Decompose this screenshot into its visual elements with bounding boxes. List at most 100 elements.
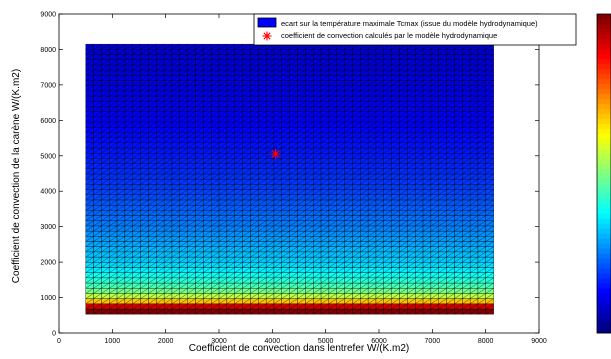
surface-cell-diagonal	[179, 64, 188, 71]
surface-cell-diagonal	[187, 111, 196, 117]
surface-cell-diagonal	[320, 194, 329, 201]
surface-cell-diagonal	[124, 303, 133, 310]
surface-cell-diagonal	[422, 241, 431, 247]
surface-cell-diagonal	[273, 251, 282, 258]
surface-cell-diagonal	[156, 277, 165, 284]
surface-cell-diagonal	[258, 168, 267, 175]
surface-cell-diagonal	[430, 69, 439, 76]
surface-cell-diagonal	[85, 230, 94, 237]
surface-cell-diagonal	[164, 199, 173, 206]
surface-cell-diagonal	[116, 272, 125, 279]
surface-cell-diagonal	[85, 168, 94, 175]
surface-cell-diagonal	[164, 204, 173, 211]
surface-cell-diagonal	[140, 210, 149, 216]
surface-cell-diagonal	[148, 220, 157, 227]
surface-cell-diagonal	[344, 179, 353, 185]
surface-cell-diagonal	[93, 288, 102, 294]
surface-cell-diagonal	[305, 215, 314, 221]
surface-cell-diagonal	[368, 236, 377, 242]
surface-cell-diagonal	[485, 132, 494, 138]
surface-cell-diagonal	[360, 256, 369, 263]
surface-cell-diagonal	[164, 256, 173, 263]
surface-cell-diagonal	[415, 194, 424, 201]
surface-cell-diagonal	[258, 225, 267, 232]
surface-cell-diagonal	[485, 153, 494, 159]
surface-cell-diagonal	[281, 293, 290, 299]
surface-cell-diagonal	[109, 95, 118, 102]
surface-cell-diagonal	[336, 179, 345, 185]
surface-cell-diagonal	[258, 90, 267, 97]
surface-cell-diagonal	[305, 267, 314, 273]
surface-cell-diagonal	[415, 163, 424, 169]
surface-cell-diagonal	[399, 85, 408, 92]
surface-cell-diagonal	[375, 215, 384, 221]
surface-cell-diagonal	[289, 173, 298, 180]
surface-cell-diagonal	[313, 267, 322, 273]
surface-cell-diagonal	[195, 293, 204, 299]
surface-cell-diagonal	[399, 158, 408, 164]
surface-cell-diagonal	[313, 116, 322, 123]
surface-cell-diagonal	[438, 210, 447, 216]
surface-cell-diagonal	[438, 69, 447, 76]
surface-cell-diagonal	[344, 293, 353, 299]
surface-cell-diagonal	[305, 106, 314, 112]
surface-cell-diagonal	[250, 168, 259, 175]
surface-cell-diagonal	[430, 189, 439, 195]
surface-cell-diagonal	[273, 272, 282, 279]
surface-cell-diagonal	[101, 308, 110, 315]
surface-cell-diagonal	[462, 230, 471, 237]
surface-cell-diagonal	[477, 147, 486, 154]
surface-cell-diagonal	[407, 85, 416, 92]
surface-cell-diagonal	[383, 210, 392, 216]
surface-cell-diagonal	[226, 303, 235, 310]
surface-cell-diagonal	[148, 256, 157, 263]
surface-cell-diagonal	[234, 293, 243, 299]
surface-cell-diagonal	[446, 153, 455, 159]
surface-cell-diagonal	[101, 282, 110, 289]
surface-cell-diagonal	[132, 210, 141, 216]
surface-cell-diagonal	[430, 90, 439, 97]
surface-cell-diagonal	[164, 153, 173, 159]
surface-cell-diagonal	[438, 251, 447, 258]
surface-cell-diagonal	[438, 85, 447, 92]
surface-cell-diagonal	[250, 75, 259, 81]
surface-cell-diagonal	[179, 189, 188, 195]
surface-cell-diagonal	[438, 256, 447, 263]
surface-cell-diagonal	[375, 288, 384, 294]
surface-cell-diagonal	[375, 116, 384, 123]
surface-cell-diagonal	[179, 121, 188, 128]
surface-cell-diagonal	[328, 220, 337, 227]
surface-cell-diagonal	[430, 272, 439, 279]
surface-cell-diagonal	[383, 179, 392, 185]
surface-cell-diagonal	[179, 158, 188, 164]
surface-cell-diagonal	[368, 142, 377, 149]
surface-cell-diagonal	[218, 127, 227, 133]
surface-cell-diagonal	[124, 106, 133, 112]
surface-cell-diagonal	[485, 158, 494, 164]
surface-cell-diagonal	[305, 179, 314, 185]
surface-cell-diagonal	[140, 85, 149, 92]
surface-cell-diagonal	[187, 127, 196, 133]
surface-cell-diagonal	[148, 127, 157, 133]
surface-cell-diagonal	[124, 272, 133, 279]
surface-cell-diagonal	[93, 293, 102, 299]
surface-cell-diagonal	[109, 142, 118, 149]
surface-cell-diagonal	[375, 147, 384, 154]
surface-cell-diagonal	[195, 189, 204, 195]
surface-cell-diagonal	[462, 147, 471, 154]
surface-cell-diagonal	[360, 168, 369, 175]
surface-cell-diagonal	[250, 251, 259, 258]
surface-cell-diagonal	[266, 194, 275, 201]
surface-cell-diagonal	[462, 262, 471, 268]
surface-cell-diagonal	[242, 210, 251, 216]
surface-cell-diagonal	[470, 303, 479, 310]
surface-cell-diagonal	[132, 204, 141, 211]
surface-cell-diagonal	[273, 158, 282, 164]
surface-cell-diagonal	[477, 225, 486, 232]
surface-cell-diagonal	[383, 137, 392, 143]
surface-cell-diagonal	[171, 189, 180, 195]
surface-cell-diagonal	[179, 85, 188, 92]
surface-cell-diagonal	[203, 153, 212, 159]
surface-cell-diagonal	[132, 64, 141, 71]
